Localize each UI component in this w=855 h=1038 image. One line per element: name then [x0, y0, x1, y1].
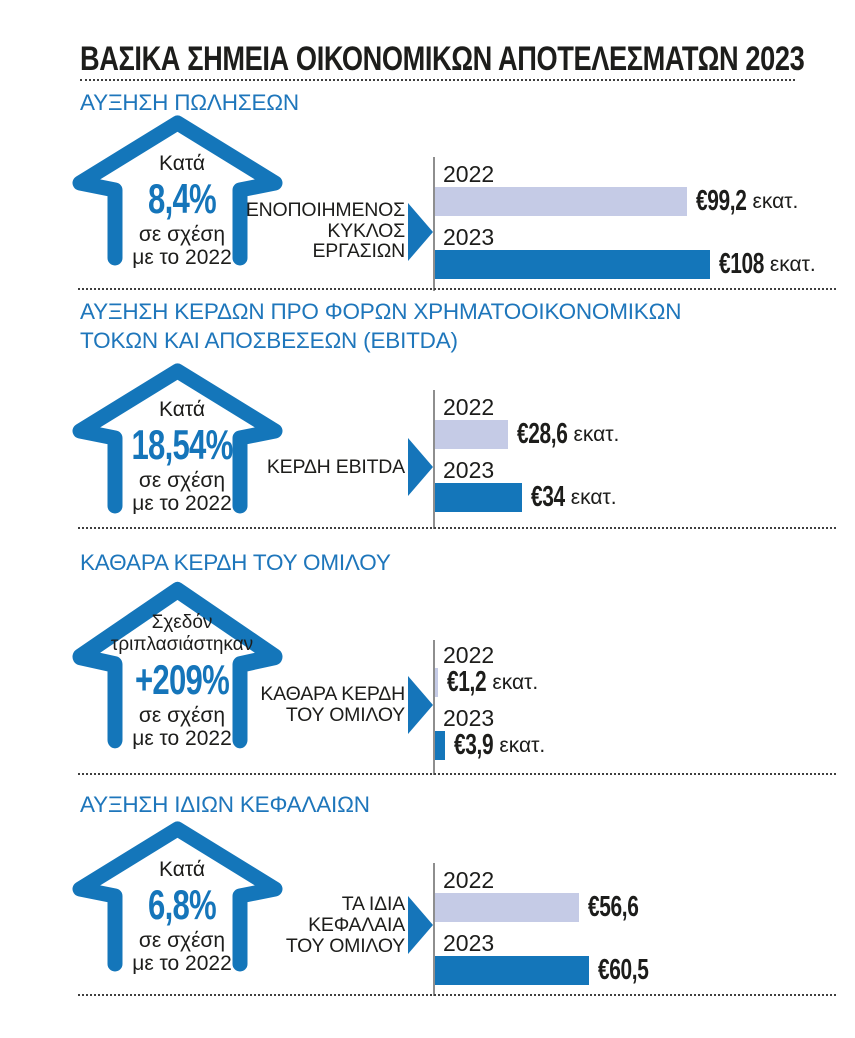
chart-axis	[433, 390, 435, 529]
metric-label: ΚΕΡΔΗ EBITDA	[266, 456, 405, 478]
value-unit: εκατ.	[492, 670, 539, 694]
bar-chart-net-profit: 2022 €1,2 εκατ. 2023 €3,9 εκατ.	[435, 642, 546, 761]
bar-2023	[435, 956, 589, 985]
value-unit: εκατ.	[769, 252, 816, 276]
right-arrow-icon	[408, 438, 433, 496]
year-label: 2023	[443, 457, 495, 483]
section-separator	[78, 527, 836, 529]
growth-house-icon	[70, 360, 285, 515]
bar-chart-equity: 2022 €56,6 2023 €60,5	[435, 867, 654, 986]
bar-row: €28,6 εκατ.	[435, 418, 620, 450]
bar-row: €3,9 εκατ.	[435, 729, 546, 761]
year-label: 2023	[443, 224, 495, 250]
bar-row: €56,6	[435, 891, 654, 923]
growth-annotation: Σχεδόν τριπλασιάστηκαν +209% σε σχέση με…	[110, 612, 254, 750]
value-unit: εκατ.	[570, 485, 617, 509]
year-label: 2023	[443, 705, 495, 731]
section-separator	[78, 994, 836, 996]
right-arrow-icon	[408, 203, 433, 261]
title-divider	[80, 79, 795, 81]
year-label: 2022	[443, 642, 495, 668]
metric-label: ΤΑ ΙΔΙΑ ΚΕΦΑΛΑΙΑ ΤΟΥ ΟΜΙΛΟΥ	[285, 893, 405, 957]
bar-row: €34 εκατ.	[435, 481, 619, 513]
bar-2022	[435, 668, 438, 697]
bar-2022	[435, 420, 508, 449]
bar-2023	[435, 731, 445, 760]
year-label: 2023	[443, 930, 495, 956]
value-label: €108 εκατ.	[719, 248, 816, 280]
value-label: €56,6	[588, 891, 639, 923]
chart-axis	[433, 640, 435, 775]
year-label: 2022	[443, 867, 495, 893]
bar-row: €60,5	[435, 954, 654, 986]
growth-annotation: Κατά 8,4% σε σχέση με το 2022	[92, 152, 272, 269]
bar-2022	[435, 187, 687, 216]
growth-percentage: 18,54%	[131, 421, 234, 468]
section-separator	[78, 773, 836, 775]
year-label: 2022	[443, 161, 495, 187]
growth-annotation: Κατά 18,54% σε σχέση με το 2022	[92, 398, 272, 515]
growth-annotation: Κατά 6,8% σε σχέση με το 2022	[92, 858, 272, 975]
page-title: ΒΑΣΙΚΑ ΣΗΜΕΙΑ ΟΙΚΟΝΟΜΙΚΩΝ ΑΠΟΤΕΛΕΣΜΑΤΩΝ …	[80, 40, 805, 78]
value-unit: εκατ.	[499, 733, 546, 757]
value-unit: εκατ.	[573, 422, 620, 446]
bar-2023	[435, 483, 522, 512]
bar-chart-sales: 2022 €99,2 εκατ. 2023 €108 εκατ.	[435, 161, 816, 280]
section-heading: ΚΑΘΑΡΑ ΚΕΡΔΗ ΤΟΥ ΟΜΙΛΟΥ	[80, 550, 391, 575]
bar-row: €99,2 εκατ.	[435, 185, 816, 217]
section-heading: ΑΥΞΗΣΗ ΠΩΛΗΣΕΩΝ	[80, 90, 299, 115]
bar-2023	[435, 250, 710, 279]
value-label: €3,9 εκατ.	[454, 729, 546, 761]
bar-row: €108 εκατ.	[435, 248, 816, 280]
chart-axis	[433, 863, 435, 996]
metric-label: ΕΝΟΠΟΙΗΜΕΝΟΣ ΚΥΚΛΟΣ ΕΡΓΑΣΙΩΝ	[245, 199, 405, 262]
growth-percentage: +209%	[135, 656, 230, 703]
growth-percentage: 8,4%	[148, 175, 217, 222]
value-label: €99,2 εκατ.	[696, 185, 799, 217]
value-unit: εκατ.	[752, 189, 799, 213]
section-heading: ΑΥΞΗΣΗ ΚΕΡΔΩΝ ΠΡΟ ΦΟΡΩΝ ΧΡΗΜΑΤΟΟΙΚΟΝΟΜΙΚ…	[80, 299, 682, 353]
growth-house-icon	[70, 818, 285, 973]
bar-row: €1,2 εκατ.	[435, 666, 545, 698]
right-arrow-icon	[408, 676, 433, 734]
growth-percentage: 6,8%	[148, 881, 217, 928]
year-label: 2022	[443, 394, 495, 420]
value-label: €28,6 εκατ.	[517, 418, 620, 450]
bar-2022	[435, 893, 579, 922]
section-heading: ΑΥΞΗΣΗ ΙΔΙΩΝ ΚΕΦΑΛΑΙΩΝ	[80, 792, 370, 817]
section-separator	[78, 288, 836, 290]
value-label: €1,2 εκατ.	[447, 666, 539, 698]
growth-house-icon	[70, 578, 285, 750]
growth-house-icon	[70, 112, 285, 267]
right-arrow-icon	[408, 896, 433, 954]
metric-label: ΚΑΘΑΡΑ ΚΕΡΔΗ ΤΟΥ ΟΜΙΛΟΥ	[260, 683, 405, 726]
value-label: €60,5	[598, 954, 649, 986]
bar-chart-ebitda: 2022 €28,6 εκατ. 2023 €34 εκατ.	[435, 394, 620, 513]
chart-axis	[433, 157, 435, 291]
value-label: €34 εκατ.	[531, 481, 617, 513]
